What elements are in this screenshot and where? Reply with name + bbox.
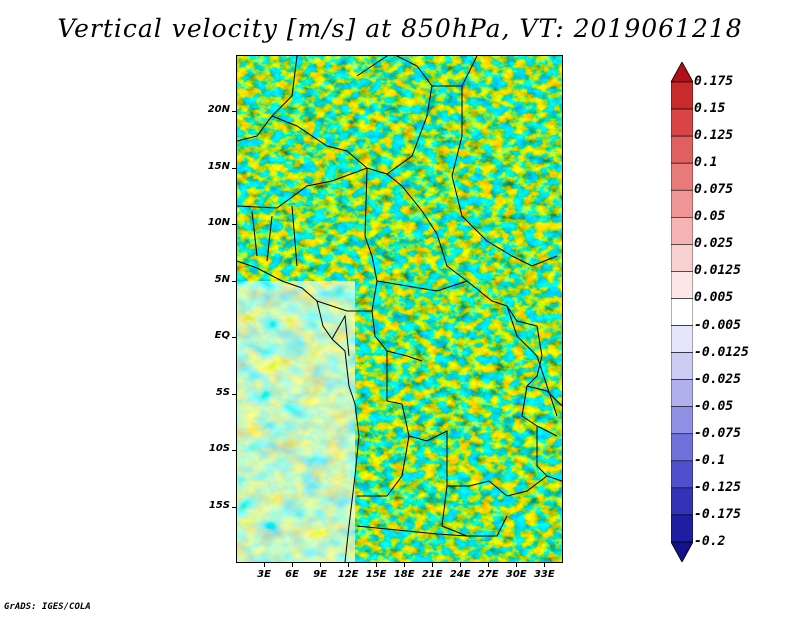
lon-tick-label: 6E [285,569,299,580]
colorbar-swatch [671,433,693,462]
lon-tick [320,563,322,567]
colorbar-swatch [671,216,693,245]
lon-tick-label: 18E [393,569,415,580]
lon-tick [264,563,266,567]
colorbar-swatch [671,487,693,516]
colorbar-swatch [671,108,693,137]
colorbar-top-arrow [671,62,693,83]
lon-tick-label: 15E [365,569,387,580]
lon-tick [460,563,462,567]
colorbar-bottom-arrow [671,541,693,562]
lon-tick-label: 9E [313,569,327,580]
colorbar-swatch [671,162,693,191]
lat-tick [232,450,236,452]
lon-tick-label: 21E [421,569,443,580]
lon-tick [488,563,490,567]
country-boundaries [237,56,562,562]
lon-tick-label: 24E [449,569,471,580]
colorbar-label: -0.2 [694,534,726,549]
colorbar-swatch [671,325,693,353]
lat-tick-label: 5N [214,273,230,285]
colorbar-swatch [671,406,693,435]
lon-tick-label: 30E [505,569,527,580]
lat-tick-label: 10N [207,217,230,229]
lat-tick [232,506,236,508]
colorbar-label: 0.15 [694,101,726,117]
colorbar-label: 0.1 [694,155,718,171]
lat-tick [232,167,236,169]
lon-tick [516,563,518,567]
lat-tick [232,224,236,226]
lon-tick [432,563,434,567]
lat-tick-label: 5S [215,386,230,398]
lat-tick [232,337,236,339]
map-title: Vertical velocity [m/s] at 850hPa, VT: 2… [57,14,743,43]
lat-tick-label: 10S [208,443,230,455]
colorbar-swatch [671,189,693,218]
colorbar-swatch [671,135,693,164]
colorbar-label: -0.175 [694,506,741,522]
colorbar-label: 0.125 [694,128,734,144]
lon-tick [404,563,406,567]
lat-tick [232,280,236,282]
colorbar-swatch [671,514,693,543]
colorbar-label: 0.025 [694,236,734,252]
lon-tick-label: 27E [477,569,499,580]
colorbar-swatch [671,379,693,408]
lon-tick [544,563,546,567]
colorbar-swatch [671,271,693,299]
colorbar-label: 0.05 [694,209,726,225]
lon-tick [376,563,378,567]
vertical-velocity-field [237,56,562,562]
colorbar-swatch [671,81,693,110]
colorbar-label: 0.075 [694,182,734,198]
lat-tick [232,393,236,395]
lon-tick [292,563,294,567]
lon-tick-label: 12E [337,569,359,580]
colorbar-label: -0.075 [694,425,741,441]
colorbar-swatch [671,352,693,380]
grads-credit: GrADS: IGES/COLA [4,602,91,612]
map-plot-area [236,55,563,563]
lon-tick-label: 3E [257,569,271,580]
lat-tick-label: EQ [214,330,230,342]
colorbar-label: 0.0125 [694,263,741,279]
colorbar-swatch [671,298,693,326]
colorbar-swatch [671,460,693,489]
colorbar-label: -0.025 [694,371,741,387]
colorbar-label: -0.005 [694,317,741,333]
lon-tick-label: 33E [533,569,555,580]
ocean-weak-signal-layer [237,281,355,562]
colorbar [671,62,693,562]
lon-tick [348,563,350,567]
colorbar-label: 0.005 [694,290,734,306]
colorbar-label: -0.1 [694,452,726,468]
lat-tick [232,111,236,113]
colorbar-label: -0.05 [694,398,734,414]
lat-tick-label: 15S [208,499,230,511]
lat-tick-label: 20N [207,104,230,116]
colorbar-label: -0.125 [694,479,741,495]
colorbar-swatch [671,244,693,272]
colorbar-label: -0.0125 [694,344,749,360]
lat-tick-label: 15N [207,160,230,172]
colorbar-label: 0.175 [694,74,734,89]
